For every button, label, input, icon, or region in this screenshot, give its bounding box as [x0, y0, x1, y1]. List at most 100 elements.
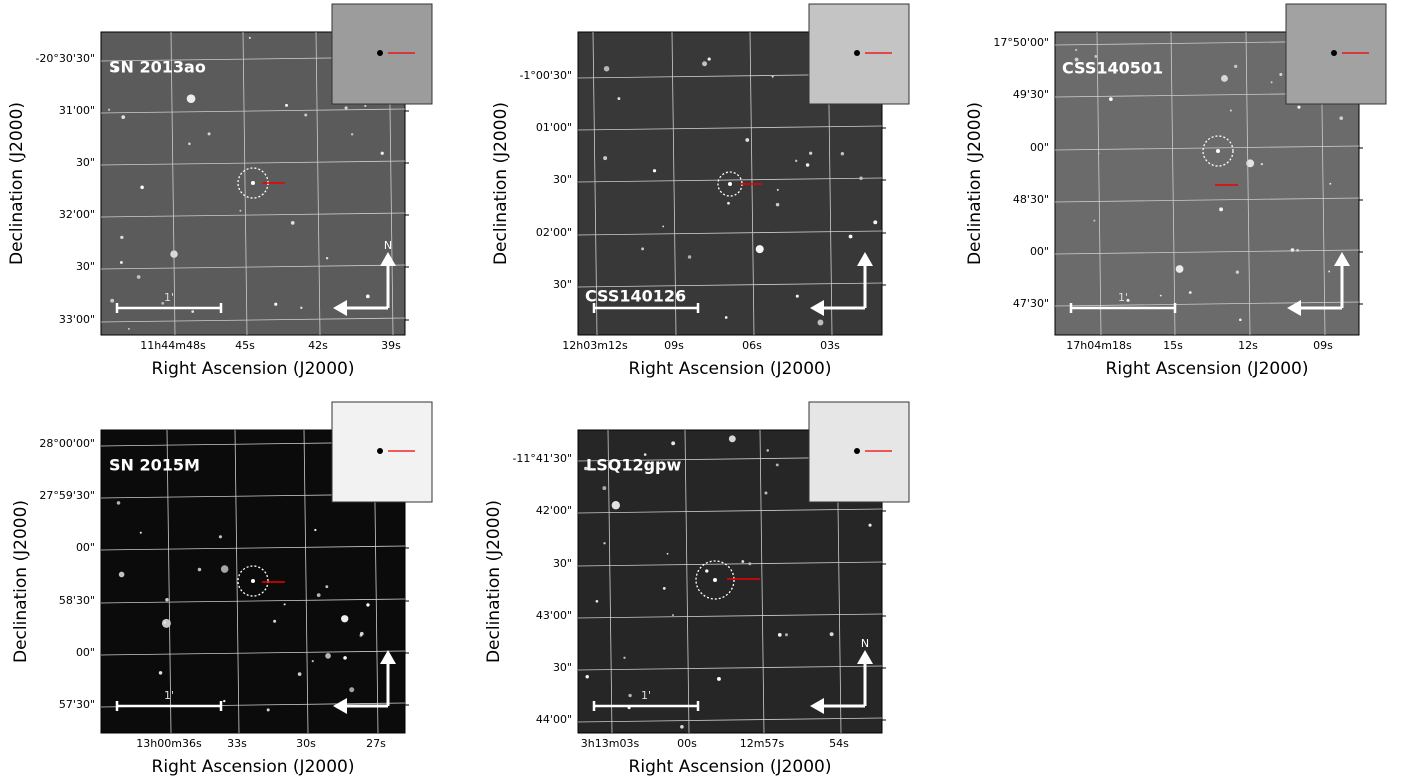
- star: [1093, 219, 1096, 222]
- y-tick-label: 00": [76, 541, 95, 554]
- star: [107, 108, 111, 111]
- y-tick-label: 47'30": [1013, 297, 1049, 310]
- star: [365, 294, 370, 299]
- compass-head: [1287, 252, 1350, 316]
- star: [652, 169, 657, 173]
- y-tick-label: 58'30": [59, 594, 95, 607]
- star: [662, 225, 665, 228]
- object-name: LSQ12gpw: [586, 456, 681, 475]
- y-tick-label: 27°59'30": [39, 489, 95, 502]
- star: [1188, 291, 1192, 294]
- star: [1279, 73, 1283, 77]
- y-tick-label: 30": [553, 278, 572, 291]
- star: [623, 656, 626, 659]
- x-tick-label: 11h44m48s: [140, 339, 206, 352]
- scale-label: 1': [164, 689, 174, 702]
- y-tick-label: 42'00": [536, 504, 572, 517]
- star: [728, 435, 736, 443]
- grid-line: [577, 125, 883, 131]
- star: [290, 221, 295, 225]
- object-name: CSS140501: [1062, 59, 1163, 78]
- star: [186, 94, 196, 104]
- grid-line: [577, 561, 883, 567]
- star: [829, 632, 834, 637]
- x-tick-label: 12h03m12s: [562, 339, 628, 352]
- x-tick-label: 09s: [1313, 339, 1333, 352]
- star: [1221, 75, 1228, 82]
- grid-line: [577, 508, 883, 514]
- star: [702, 61, 708, 67]
- star: [805, 163, 810, 167]
- target-star: [728, 182, 732, 186]
- star: [325, 653, 331, 659]
- inset-star: [1331, 50, 1337, 56]
- star: [795, 294, 799, 298]
- star: [680, 724, 684, 729]
- star: [666, 552, 669, 555]
- star: [350, 133, 354, 136]
- compass-head: [810, 650, 873, 714]
- x-axis-title: Right Ascension (J2000): [152, 757, 355, 777]
- compass-head: [810, 252, 873, 316]
- star: [314, 528, 317, 532]
- inset-image: [331, 401, 433, 503]
- north-label: N: [861, 637, 869, 650]
- star: [188, 142, 191, 146]
- star: [628, 693, 632, 698]
- star: [366, 603, 370, 607]
- x-axis-title: Right Ascension (J2000): [629, 757, 832, 777]
- y-tick-label: 00": [1030, 141, 1049, 154]
- y-tick-label: 00": [76, 646, 95, 659]
- star: [1075, 48, 1078, 52]
- x-tick-label: 17h04m18s: [1066, 339, 1132, 352]
- star: [707, 57, 711, 61]
- scale-label: 1': [1118, 291, 1128, 304]
- star: [116, 501, 121, 505]
- star: [1235, 270, 1240, 274]
- scale-label: 1': [641, 689, 651, 702]
- star: [248, 36, 251, 39]
- grid-line: [1054, 301, 1360, 307]
- star: [110, 298, 115, 303]
- star: [161, 302, 165, 305]
- star: [300, 306, 303, 310]
- star: [364, 104, 367, 107]
- star: [595, 599, 599, 603]
- y-axis-title: Declination (J2000): [491, 102, 511, 265]
- star: [672, 614, 674, 616]
- star: [136, 275, 141, 279]
- grid-line: [577, 665, 883, 671]
- star: [1234, 64, 1238, 69]
- star: [662, 586, 666, 590]
- y-tick-label: 43'00": [536, 609, 572, 622]
- grid-line: [1054, 197, 1360, 203]
- target-star: [1216, 149, 1220, 153]
- star: [777, 632, 782, 637]
- y-tick-label: -20°30'30": [35, 52, 95, 65]
- y-tick-label: 57'30": [59, 698, 95, 711]
- star: [220, 565, 229, 573]
- x-tick-label: 12s: [1238, 339, 1258, 352]
- grid-line: [100, 160, 406, 166]
- star: [641, 247, 645, 251]
- star: [1094, 55, 1098, 58]
- compass-head: [333, 650, 396, 714]
- star: [1328, 270, 1331, 273]
- grid-line: [577, 717, 883, 723]
- grid-line: [100, 212, 406, 218]
- star: [316, 593, 321, 598]
- scale-bar: [592, 701, 700, 711]
- star: [766, 449, 769, 452]
- star: [194, 469, 197, 472]
- x-tick-label: 33s: [227, 737, 247, 750]
- star: [745, 138, 750, 142]
- star: [776, 188, 779, 191]
- star: [1175, 265, 1184, 273]
- y-tick-label: 30": [553, 661, 572, 674]
- y-tick-label: 30": [553, 557, 572, 570]
- y-tick-label: -11°41'30": [512, 452, 572, 465]
- grid-line: [303, 429, 309, 734]
- star: [741, 560, 745, 563]
- star: [771, 75, 774, 78]
- inset-star: [377, 50, 383, 56]
